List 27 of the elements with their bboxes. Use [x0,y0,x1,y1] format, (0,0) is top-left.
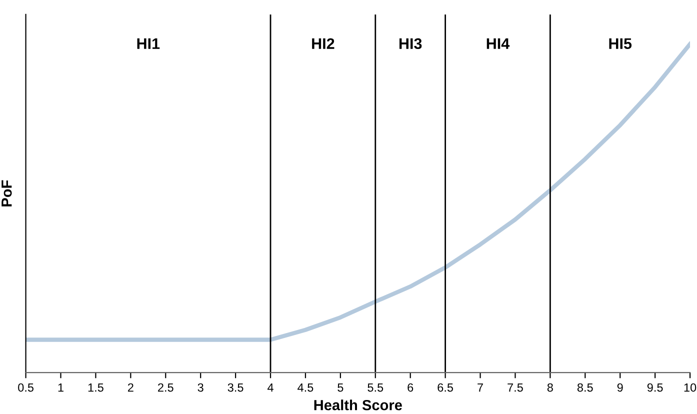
x-tick-label: 0.5 [18,383,34,392]
x-tick-label: 3.5 [228,383,244,392]
x-tick-label: 6 [408,383,414,392]
x-tick-label: 8.5 [577,383,593,392]
annotation: HI4 [486,38,510,49]
x-tick-label: 10 [684,383,696,392]
x-tick-label: 1.5 [88,383,104,392]
annotation: HI5 [609,38,632,50]
y-axis-title: PoF [2,180,12,206]
x-tick-label: 3 [198,383,204,392]
annotation: HI2 [312,38,334,49]
x-tick-label: 5 [338,383,344,392]
x-tick-label: 1 [58,383,64,392]
annotation: HI3 [399,38,422,50]
x-tick-label: 8 [547,383,553,392]
x-tick-label: 7.5 [508,383,523,392]
x-tick-label: 7 [478,383,483,392]
x-axis-title: Health Score [314,400,402,410]
x-tick-label: 4 [268,383,274,392]
x-tick-label: 9 [617,383,623,392]
x-tick-label: 6.5 [438,383,454,392]
x-tick-label: 5.5 [368,383,384,392]
x-tick-label: 2.5 [158,383,174,392]
annotation: HI1 [137,38,160,49]
x-tick-label: 9.5 [647,383,663,392]
x-tick-label: 4.5 [298,383,314,392]
x-tick-label: 2 [128,383,134,392]
